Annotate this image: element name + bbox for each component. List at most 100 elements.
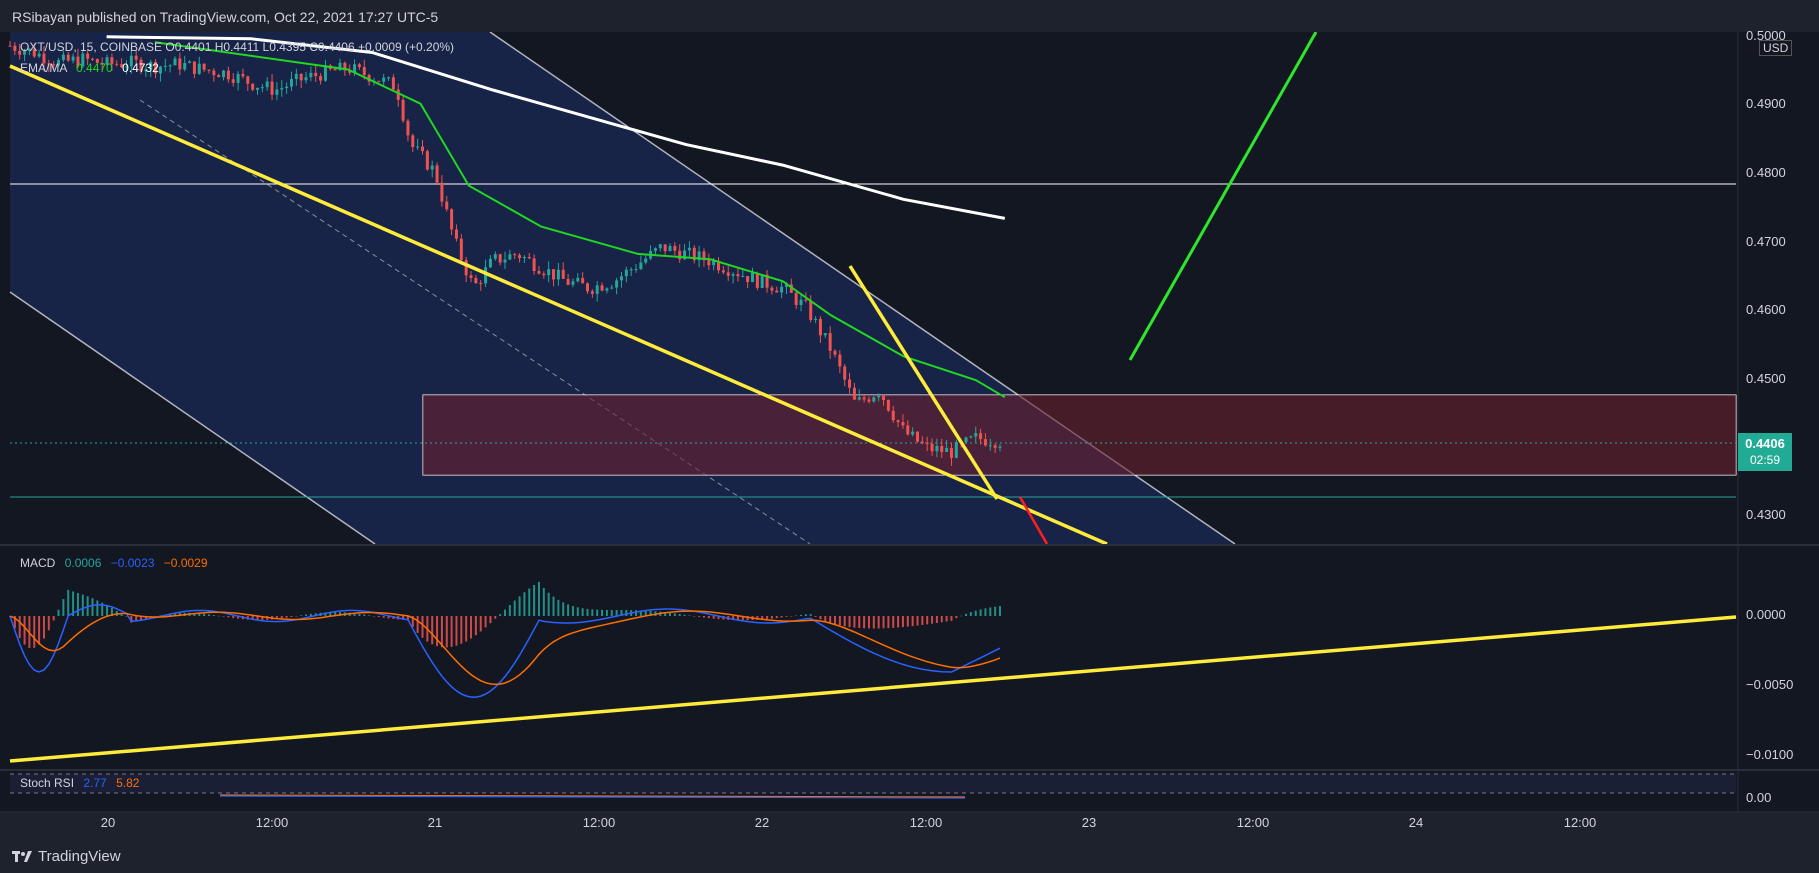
- macd-histogram-bar: [436, 616, 439, 647]
- candle-body: [634, 269, 638, 271]
- macd-histogram-bar: [62, 599, 65, 616]
- macd-histogram-bar: [601, 609, 604, 616]
- macd-histogram-bar: [984, 608, 987, 616]
- macd-histogram-bar: [251, 616, 254, 620]
- macd-histogram-bar: [562, 602, 565, 616]
- macd-histogram-bar: [693, 616, 696, 617]
- macd-histogram-bar: [101, 602, 104, 616]
- candle-body: [222, 70, 226, 78]
- currency-unit-label[interactable]: USD: [1759, 40, 1793, 56]
- macd-histogram-bar: [581, 608, 584, 616]
- macd-histogram-bar: [387, 616, 390, 619]
- candle-body: [624, 269, 628, 277]
- candle-body: [226, 70, 230, 80]
- candle-body: [974, 433, 978, 437]
- macd-histogram-bar: [785, 616, 788, 617]
- macd-histogram-bar: [950, 616, 953, 621]
- publisher-header: RSibayan published on TradingView.com, O…: [12, 9, 439, 25]
- candle-body: [270, 81, 274, 95]
- candle-body: [95, 59, 99, 64]
- candle-body: [173, 58, 177, 66]
- macd-histogram-bar: [96, 600, 99, 616]
- candle-body: [527, 256, 531, 259]
- candle-body: [488, 258, 492, 268]
- candle-body: [124, 66, 128, 68]
- macd-histogram-bar: [130, 616, 133, 623]
- candle-body: [47, 63, 51, 65]
- stoch-legend: Stoch RSI 2.77 5.82: [20, 776, 139, 790]
- macd-histogram-bar: [790, 616, 793, 617]
- candle-body: [246, 76, 250, 84]
- candle-body: [192, 61, 196, 74]
- candle-body: [391, 77, 395, 90]
- macd-histogram-bar: [440, 616, 443, 648]
- candle-body: [843, 366, 847, 380]
- macd-histogram-bar: [537, 581, 540, 616]
- candle-body: [464, 260, 468, 276]
- macd-histogram-bar: [872, 616, 875, 629]
- candle-body: [818, 318, 822, 336]
- candle-body: [285, 86, 289, 89]
- time-tick: 22: [754, 815, 770, 830]
- macd-histogram-bar: [372, 616, 375, 617]
- macd-histogram-bar: [882, 616, 885, 629]
- macd-histogram-bar: [42, 616, 45, 639]
- candle-body: [425, 151, 429, 170]
- candle-body: [353, 64, 357, 73]
- macd-histogram-bar: [897, 616, 900, 628]
- ma-value: 0.4732: [122, 61, 159, 75]
- candle-body: [178, 58, 182, 70]
- macd-histogram-bar: [945, 616, 948, 622]
- macd-histogram-bar: [838, 616, 841, 626]
- macd-histogram-bar: [450, 616, 453, 647]
- macd-histogram-bar: [339, 612, 341, 616]
- macd-histogram-bar: [673, 613, 676, 616]
- candle-body: [658, 244, 662, 249]
- macd-histogram-bar: [504, 609, 506, 616]
- candle-body: [168, 65, 172, 67]
- ma-line: [106, 35, 1006, 220]
- macd-histogram-bar: [809, 614, 812, 616]
- macd-signal-line: [9, 610, 1001, 686]
- candle-body: [440, 182, 444, 202]
- candle-body: [862, 397, 866, 400]
- price-tick: 0.5000: [1746, 28, 1786, 43]
- macd-tick: −0.0050: [1746, 677, 1794, 692]
- macd-histogram-bar: [620, 609, 623, 616]
- candle-body: [901, 422, 905, 426]
- candle-body: [969, 436, 973, 438]
- candle-body: [518, 255, 522, 259]
- macd-histogram-bar: [843, 616, 846, 627]
- macd-histogram-bar: [906, 616, 909, 627]
- candle-body: [474, 277, 478, 284]
- candle-body: [154, 61, 158, 74]
- tradingview-logo[interactable]: TradingView: [12, 848, 121, 865]
- candle-body: [653, 248, 657, 251]
- macd-histogram-bar: [848, 616, 851, 628]
- chart-area[interactable]: [0, 32, 1819, 839]
- macd-histogram-bar: [314, 613, 317, 616]
- candle-body: [333, 69, 337, 71]
- candle-body: [304, 77, 308, 81]
- macd-histogram-bar: [363, 614, 366, 616]
- candle-body: [872, 397, 876, 402]
- candle-body: [619, 276, 623, 281]
- candle-body: [202, 63, 206, 70]
- macd-histogram-bar: [406, 616, 409, 620]
- candle-body: [707, 260, 711, 266]
- macd-histogram-bar: [761, 616, 764, 620]
- ema-value: 0.4470: [76, 61, 113, 75]
- macd-histogram-bar: [261, 616, 264, 621]
- macd-histogram-bar: [683, 614, 686, 616]
- candle-body: [814, 318, 818, 320]
- macd-histogram-bar: [974, 610, 977, 616]
- macd-histogram-bar: [911, 616, 914, 627]
- candle-body: [18, 50, 22, 55]
- candle-body: [605, 288, 609, 291]
- candle-body: [906, 425, 910, 435]
- candle-body: [294, 73, 298, 79]
- macd-histogram-bar: [877, 616, 880, 629]
- macd-histogram-bar: [863, 616, 866, 629]
- candle-body: [183, 62, 187, 70]
- candle-body: [760, 274, 764, 288]
